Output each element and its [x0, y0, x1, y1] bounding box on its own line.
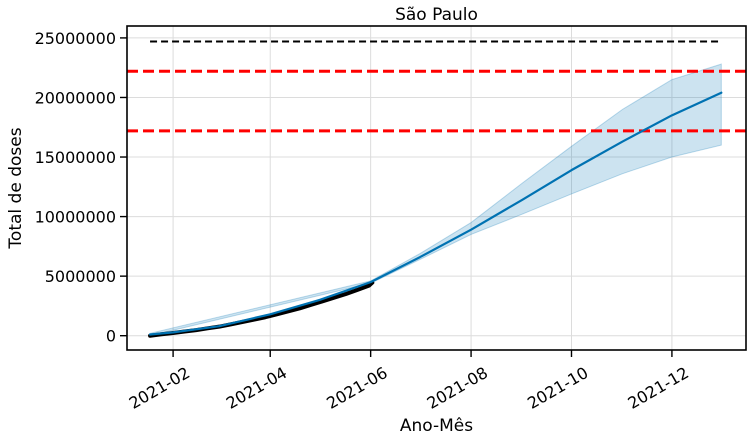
uncertainty-band [149, 63, 722, 337]
y-tick-label: 20000000 [35, 88, 116, 107]
forecast-series-line [148, 91, 723, 336]
x-axis-title: Ano-Mês [400, 416, 473, 436]
x-tick-label: 2021-12 [625, 363, 692, 413]
chart-title: São Paulo [395, 5, 478, 25]
y-tick-label: 0 [106, 327, 116, 346]
x-tick-label: 2021-06 [323, 363, 390, 413]
y-tick-label: 5000000 [45, 267, 116, 286]
y-tick-label: 10000000 [35, 208, 116, 227]
y-tick-label: 15000000 [35, 148, 116, 167]
y-tick-label: 25000000 [35, 29, 116, 48]
x-tick-label: 2021-02 [126, 363, 193, 413]
x-axis: 2021-02 2021-04 2021-06 2021-08 2021-10 2021-… [126, 350, 692, 413]
series-lines [148, 91, 723, 338]
x-tick-label: 2021-04 [223, 363, 290, 413]
grid [127, 26, 746, 350]
y-axis: 0 5000000 10000000 15000000 20000000 25000000 [35, 29, 127, 346]
x-tick-label: 2021-10 [524, 363, 591, 413]
x-tick-label: 2021-08 [424, 363, 491, 413]
y-axis-title: Total de doses [6, 127, 26, 249]
plot-frame [126, 25, 747, 351]
uncertainty-band-area [149, 63, 722, 337]
